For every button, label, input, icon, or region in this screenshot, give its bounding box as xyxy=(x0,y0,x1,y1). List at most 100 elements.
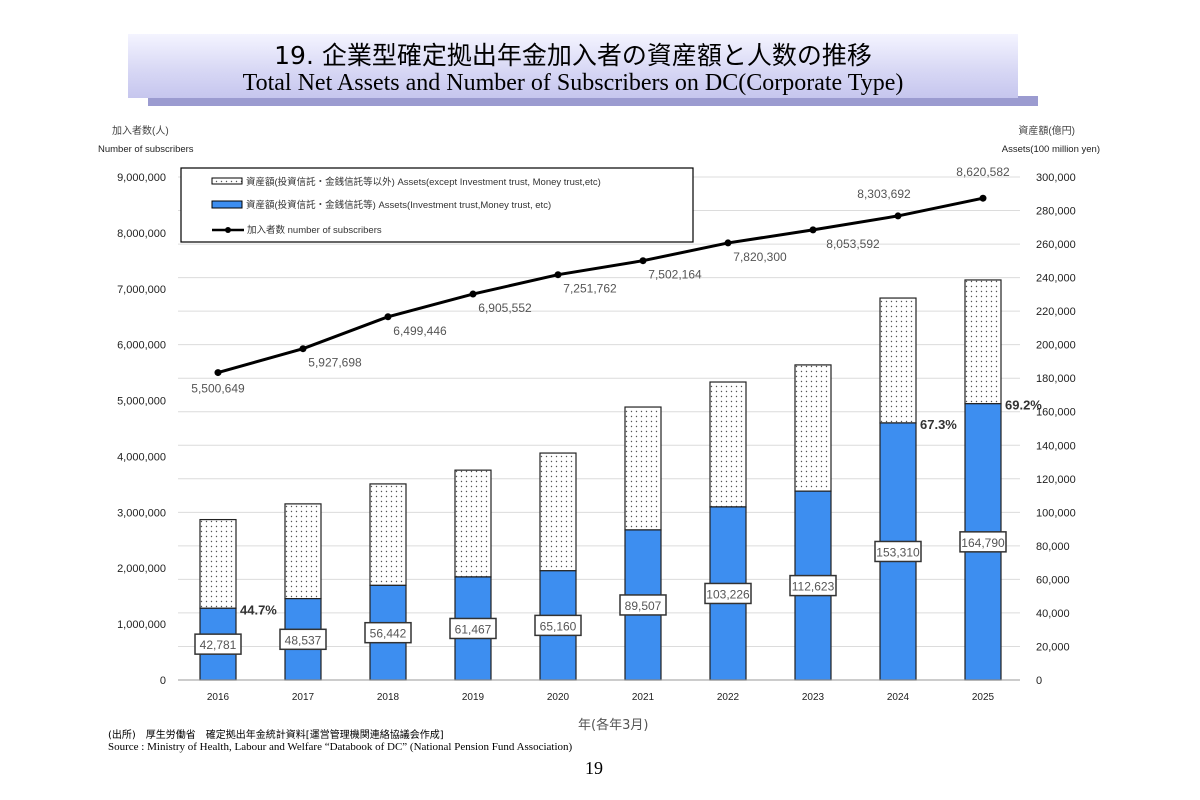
x-tick-label: 2020 xyxy=(547,692,570,703)
bar-value-box xyxy=(364,621,412,644)
right-tick-label: 120,000 xyxy=(1036,474,1076,486)
subscribers-value-label: 6,905,552 xyxy=(478,301,532,315)
bar-other-assets xyxy=(879,297,917,424)
bar-value-box xyxy=(704,582,752,605)
title-japanese: 19. 企業型確定拠出年金加入者の資産額と人数の推移 xyxy=(274,41,872,70)
left-axis-label-ja: 加入者数(人) xyxy=(112,124,169,137)
right-tick-label: 160,000 xyxy=(1036,407,1076,419)
subscribers-point xyxy=(554,271,562,279)
subscribers-point xyxy=(724,239,732,247)
share-percent-label: 44.7% xyxy=(240,602,277,617)
bar-other-assets xyxy=(964,279,1002,405)
subscribers-line xyxy=(217,196,984,375)
legend-swatch-other-assets xyxy=(211,177,243,185)
subscribers-point xyxy=(979,194,987,202)
subscribers-point xyxy=(809,226,817,234)
bar-value-label: 65,160 xyxy=(540,619,577,633)
bar-value-box xyxy=(534,614,582,637)
left-tick-label: 5,000,000 xyxy=(117,396,166,408)
right-tick-label: 0 xyxy=(1036,675,1042,687)
subscribers-value-label: 5,927,698 xyxy=(308,356,362,370)
bar-value-box xyxy=(194,633,242,655)
source-english: Source : Ministry of Health, Labour and … xyxy=(108,741,573,753)
right-tick-label: 40,000 xyxy=(1036,608,1070,620)
share-percent-label: 67.3% xyxy=(920,417,957,432)
x-tick-label: 2022 xyxy=(717,692,740,703)
bar-value-label: 103,226 xyxy=(706,587,750,601)
bar-value-box xyxy=(874,540,922,563)
left-tick-label: 6,000,000 xyxy=(117,340,166,352)
legend-swatch-subscribers xyxy=(225,227,231,233)
left-tick-label: 0 xyxy=(160,675,166,687)
right-tick-label: 80,000 xyxy=(1036,541,1070,553)
legend-label-subscribers: 加入者数 number of subscribers xyxy=(247,224,382,236)
right-tick-label: 300,000 xyxy=(1036,172,1076,184)
bar-value-label: 112,623 xyxy=(792,580,835,594)
legend-label-other-assets: 資産額(投資信託・金銭信託等以外) Assets(except Investme… xyxy=(246,176,601,188)
left-tick-label: 1,000,000 xyxy=(117,619,166,631)
bar-other-assets xyxy=(284,503,322,600)
legend-label-trust-assets: 資産額(投資信託・金銭信託等) Assets(Investment trust,… xyxy=(246,199,551,211)
left-axis-label-en: Number of subscribers xyxy=(98,144,194,155)
bar-value-box xyxy=(279,628,327,651)
bar-value-box xyxy=(619,594,667,616)
bar-value-label: 89,507 xyxy=(625,599,662,613)
left-tick-label: 2,000,000 xyxy=(117,563,166,575)
x-tick-label: 2025 xyxy=(972,692,995,703)
bar-value-box xyxy=(789,574,837,597)
right-tick-label: 200,000 xyxy=(1036,340,1076,352)
right-axis-label-en: Assets(100 million yen) xyxy=(1002,144,1100,155)
left-tick-label: 8,000,000 xyxy=(117,228,166,240)
right-tick-label: 220,000 xyxy=(1036,306,1076,318)
right-tick-label: 280,000 xyxy=(1036,206,1076,218)
subscribers-point xyxy=(299,345,307,353)
bar-other-assets xyxy=(369,483,407,586)
subscribers-value-label: 5,500,649 xyxy=(191,382,245,396)
x-tick-label: 2024 xyxy=(887,692,910,703)
bar-value-label: 61,467 xyxy=(455,622,492,636)
bar-other-assets xyxy=(624,406,662,531)
x-tick-label: 2019 xyxy=(462,692,485,703)
subscribers-point xyxy=(894,212,902,220)
subscribers-point xyxy=(639,257,647,265)
bar-other-assets xyxy=(199,518,237,609)
right-tick-label: 140,000 xyxy=(1036,440,1076,452)
subscribers-value-label: 7,502,164 xyxy=(648,268,702,282)
left-tick-label: 4,000,000 xyxy=(117,451,166,463)
bar-other-assets xyxy=(454,469,492,578)
right-tick-label: 100,000 xyxy=(1036,507,1076,519)
bar-other-assets xyxy=(794,364,832,492)
title-banner-shadow xyxy=(148,96,1038,106)
right-tick-label: 240,000 xyxy=(1036,273,1076,285)
right-tick-label: 20,000 xyxy=(1036,641,1070,653)
title-english: Total Net Assets and Number of Subscribe… xyxy=(242,70,904,96)
subscribers-point xyxy=(384,313,392,321)
x-tick-label: 2017 xyxy=(292,692,315,703)
legend-swatch-trust-assets xyxy=(211,200,243,209)
subscribers-value-label: 7,820,300 xyxy=(733,250,787,264)
bar-value-box xyxy=(959,531,1007,553)
subscribers-value-label: 8,053,592 xyxy=(826,237,880,251)
right-axis-label-ja: 資産額(億円) xyxy=(1018,124,1075,137)
bar-value-label: 164,790 xyxy=(961,536,1005,550)
subscribers-point xyxy=(469,290,477,298)
right-tick-label: 180,000 xyxy=(1036,373,1076,385)
left-tick-label: 9,000,000 xyxy=(117,172,166,184)
x-tick-label: 2018 xyxy=(377,692,400,703)
source-japanese: (出所) 厚生労働省 確定拠出年金統計資料[運営管理機関連絡協議会作成] xyxy=(108,730,444,741)
subscribers-value-label: 6,499,446 xyxy=(393,324,447,338)
bar-other-assets xyxy=(539,452,577,572)
subscribers-value-label: 7,251,762 xyxy=(563,282,617,296)
legend: 資産額(投資信託・金銭信託等以外) Assets(except Investme… xyxy=(180,167,694,243)
bar-value-box xyxy=(449,617,497,640)
x-tick-label: 2023 xyxy=(802,692,825,703)
right-tick-label: 60,000 xyxy=(1036,574,1070,586)
bar-value-label: 48,537 xyxy=(285,633,322,647)
x-axis-label: 年(各年3月) xyxy=(578,718,649,733)
share-percent-label: 69.2% xyxy=(1005,398,1042,413)
subscribers-value-label: 8,620,582 xyxy=(956,165,1010,179)
right-tick-label: 260,000 xyxy=(1036,239,1076,251)
left-tick-label: 7,000,000 xyxy=(117,284,166,296)
